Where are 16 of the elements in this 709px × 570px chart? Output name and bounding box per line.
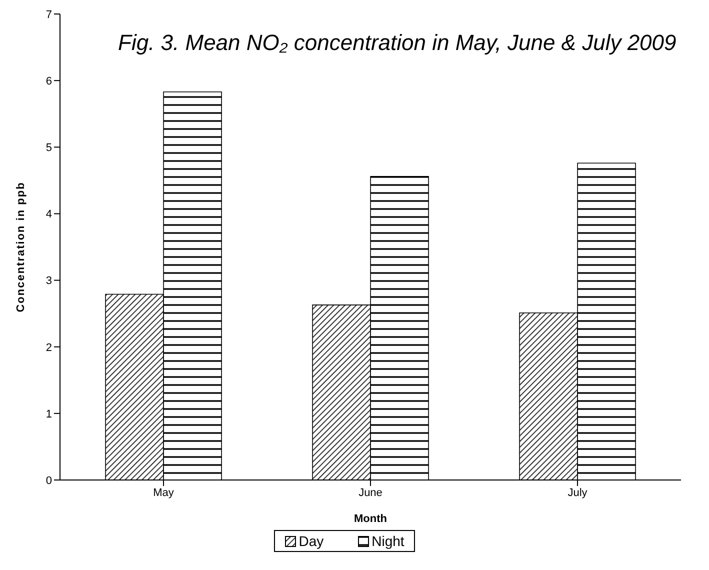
text: Fig. 3. Mean NO₂ concentration in May, June & July 2009 [118,30,676,56]
y-axis-title: Concentration in ppb [14,182,27,312]
legend-label: Day [298,533,324,549]
x-tick-label: June [358,486,382,499]
x-tick-label: May [153,486,174,499]
y-tick-label: 1 [46,408,52,420]
y-tick-label: 2 [46,342,52,354]
y-tick-label: 5 [46,142,52,154]
y-tick-label: 4 [46,208,52,221]
y-tick-label: 0 [46,474,52,487]
y-tick-label: 3 [46,275,52,288]
x-axis-title: Month [354,513,388,525]
y-tick-label: 7 [46,8,52,21]
x-tick-label: July [568,486,588,499]
y-tick-label: 6 [46,75,52,88]
legend-label: Night [370,533,404,549]
